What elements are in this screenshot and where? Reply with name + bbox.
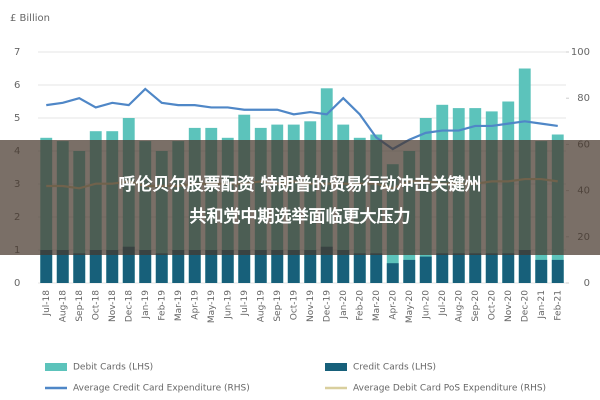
bar <box>502 253 515 283</box>
bar <box>370 253 383 283</box>
x-tick-label: Mar-20 <box>372 290 382 321</box>
x-tick-label: Aug-20 <box>454 290 464 323</box>
bar <box>221 250 234 283</box>
x-tick-label: Sep-18 <box>75 290 85 322</box>
bar <box>403 259 416 283</box>
banner-text: 呼伦贝尔股票配资 特朗普的贸易行动冲击关键州 <box>119 174 482 195</box>
y2-tick-label: 80 <box>577 93 590 104</box>
legend-label: Average Credit Card Expenditure (RHS) <box>73 384 250 394</box>
x-tick-label: Mar-19 <box>174 290 184 321</box>
bar <box>518 250 531 283</box>
x-tick-label: Apr-19 <box>190 290 200 320</box>
x-tick-label: Oct-19 <box>289 290 299 321</box>
x-tick-label: May-20 <box>405 290 415 323</box>
x-tick-label: Feb-20 <box>355 290 365 321</box>
y-axis-label: £ Billion <box>10 13 50 24</box>
x-tick-label: Jul-20 <box>438 290 448 317</box>
bar <box>40 250 53 283</box>
bar <box>155 253 168 283</box>
x-tick-label: Dec-18 <box>124 290 134 322</box>
bar <box>386 263 399 283</box>
x-tick-label: Jul-18 <box>42 290 52 317</box>
bar <box>106 250 119 283</box>
bar <box>89 250 102 283</box>
legend-label: Debit Cards (LHS) <box>73 363 153 373</box>
bar <box>469 253 482 283</box>
bar <box>535 259 548 283</box>
bar <box>271 250 284 283</box>
y-tick-label: 0 <box>14 278 20 289</box>
bar <box>73 253 86 283</box>
bar <box>287 250 300 283</box>
x-tick-label: Dec-19 <box>322 290 332 322</box>
legend-swatch <box>45 363 67 371</box>
x-tick-label: Jan-20 <box>339 290 349 320</box>
bar <box>122 246 135 283</box>
bar <box>320 246 333 283</box>
x-tick-label: May-19 <box>207 290 217 323</box>
y-tick-label: 7 <box>14 47 20 58</box>
x-tick-label: Sep-20 <box>471 290 481 322</box>
x-tick-label: Jun-19 <box>223 290 233 320</box>
banner-background <box>0 140 600 255</box>
bar <box>205 250 218 283</box>
x-tick-label: Jul-19 <box>240 290 250 317</box>
bar <box>188 250 201 283</box>
x-tick-label: Aug-18 <box>58 290 68 323</box>
x-tick-label: Apr-20 <box>388 290 398 320</box>
x-tick-label: Jun-20 <box>421 290 431 320</box>
x-tick-label: Feb-19 <box>157 290 167 321</box>
y2-tick-label: 100 <box>571 47 590 58</box>
legend-label: Average Debit Card PoS Expenditure (RHS) <box>353 384 546 394</box>
x-tick-label: Dec-20 <box>520 290 530 322</box>
bar <box>254 250 267 283</box>
bar <box>452 253 465 283</box>
bar <box>139 250 152 283</box>
y2-tick-label: 0 <box>584 278 590 289</box>
bar <box>551 259 564 283</box>
x-tick-label: Nov-20 <box>504 290 514 322</box>
line <box>46 87 558 151</box>
bar <box>172 250 185 283</box>
bar <box>337 250 350 283</box>
x-tick-label: Jan-21 <box>537 290 547 320</box>
bar <box>353 253 366 283</box>
bar <box>485 253 498 283</box>
banner-text: 共和党中期选举面临更大压力 <box>190 206 411 227</box>
x-tick-label: Aug-19 <box>256 290 266 323</box>
legend-swatch <box>325 363 347 371</box>
x-tick-label: Feb-21 <box>553 290 563 321</box>
bar <box>436 253 449 283</box>
y-tick-label: 5 <box>14 113 20 124</box>
bar <box>238 250 251 283</box>
x-tick-label: Nov-18 <box>108 290 118 322</box>
bar <box>56 250 69 283</box>
x-tick-label: Sep-19 <box>273 290 283 322</box>
x-tick-label: Nov-19 <box>306 290 316 322</box>
x-tick-label: Oct-18 <box>91 290 101 321</box>
x-tick-label: Jan-19 <box>141 290 151 320</box>
bar <box>304 250 317 283</box>
legend-label: Credit Cards (LHS) <box>353 363 436 373</box>
y-tick-label: 6 <box>14 80 20 91</box>
x-tick-label: Oct-20 <box>487 290 497 321</box>
bar <box>419 256 432 283</box>
